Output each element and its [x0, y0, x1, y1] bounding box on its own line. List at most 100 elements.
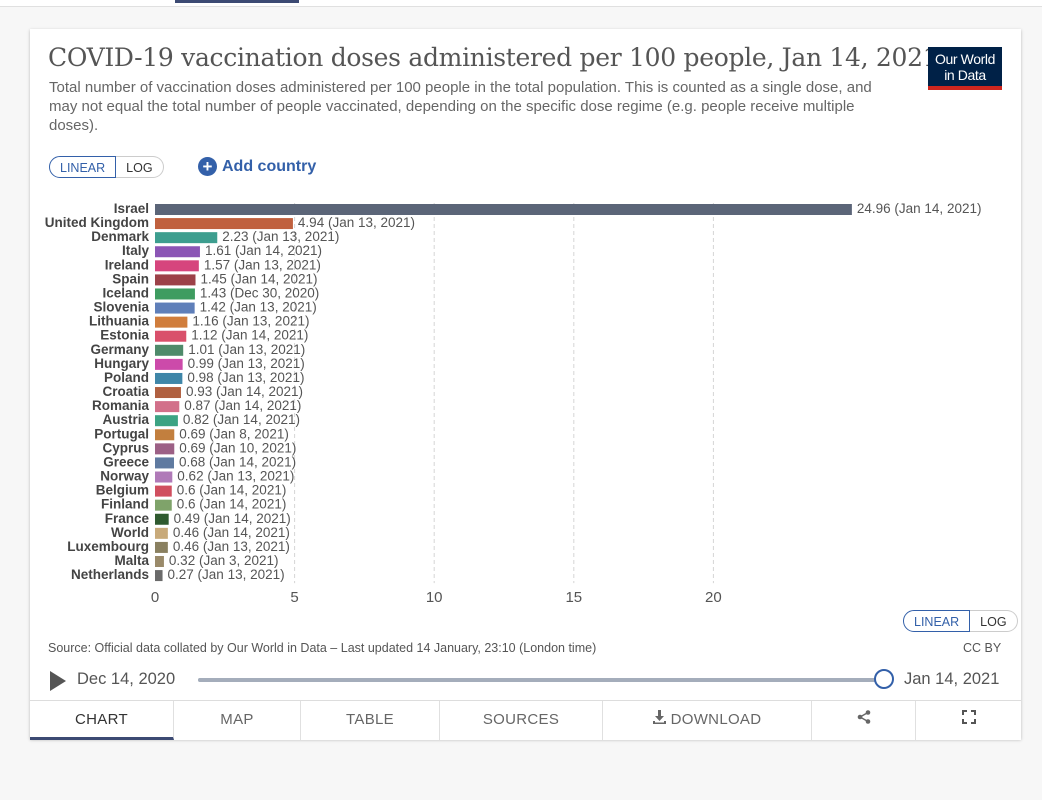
license-link[interactable]: CC BY — [963, 641, 1002, 655]
log-scale-button[interactable]: LOG — [116, 156, 164, 178]
value-label: 0.69 (Jan 8, 2021) — [179, 426, 289, 441]
chart-card: COVID-19 vaccination doses administered … — [30, 29, 1021, 740]
bar — [155, 288, 195, 300]
category-label: Finland — [101, 497, 149, 512]
value-label: 0.32 (Jan 3, 2021) — [169, 553, 279, 568]
bar — [155, 232, 218, 244]
category-label: Portugal — [94, 426, 149, 441]
value-label: 1.16 (Jan 13, 2021) — [192, 314, 309, 329]
category-label: Germany — [90, 342, 149, 357]
bar — [155, 246, 200, 258]
value-label: 0.68 (Jan 14, 2021) — [179, 454, 296, 469]
tab-map-label: MAP — [220, 711, 254, 728]
tab-map[interactable]: MAP — [174, 701, 301, 740]
scale-toggle-bottom: LINEAR LOG — [903, 610, 1018, 632]
bar — [155, 499, 172, 511]
top-strip — [0, 0, 1042, 7]
category-label: Lithuania — [89, 314, 149, 329]
category-label: Iceland — [102, 285, 149, 300]
value-label: 0.27 (Jan 13, 2021) — [168, 567, 285, 582]
category-label: World — [111, 525, 149, 540]
bar — [155, 556, 164, 567]
value-label: 1.12 (Jan 14, 2021) — [191, 328, 308, 343]
bar — [155, 316, 188, 328]
category-label: Norway — [100, 469, 149, 484]
tab-fullscreen[interactable] — [916, 701, 1021, 740]
share-icon — [857, 710, 871, 728]
bar — [155, 358, 183, 370]
category-label: Ireland — [105, 257, 149, 272]
timeline-track[interactable] — [198, 678, 884, 682]
download-icon — [652, 701, 666, 739]
bar — [155, 570, 163, 582]
tab-table-label: TABLE — [346, 711, 394, 728]
tab-download[interactable]: DOWNLOAD — [603, 701, 812, 740]
bar — [155, 372, 183, 384]
tab-download-label: DOWNLOAD — [670, 711, 762, 728]
linear-scale-button-bottom[interactable]: LINEAR — [903, 610, 971, 632]
category-label: United Kingdom — [45, 215, 149, 230]
category-label: Luxembourg — [67, 539, 149, 554]
bar — [155, 457, 174, 469]
linear-scale-button[interactable]: LINEAR — [49, 156, 117, 178]
bar-chart: 0 5 10 15 20 Israel 24.96 (Jan 14, 2021) United… — [45, 201, 982, 606]
tab-share[interactable] — [812, 701, 916, 740]
bar — [155, 302, 195, 314]
owid-logo[interactable]: Our World in Data — [928, 47, 1002, 90]
bar — [155, 274, 196, 286]
value-label: 0.6 (Jan 14, 2021) — [177, 483, 287, 498]
value-label: 1.43 (Dec 30, 2020) — [200, 285, 319, 300]
timeline-end-date: Jan 14, 2021 — [904, 670, 1000, 688]
category-label: France — [105, 511, 150, 526]
value-label: 0.87 (Jan 14, 2021) — [184, 398, 301, 413]
tab-chart[interactable]: CHART — [30, 701, 174, 740]
category-label: Netherlands — [71, 567, 149, 582]
logo-line-1: Our World — [935, 51, 995, 67]
bar — [155, 387, 181, 399]
value-label: 2.23 (Jan 13, 2021) — [222, 229, 339, 244]
value-label: 0.49 (Jan 14, 2021) — [174, 511, 291, 526]
timeline-handle[interactable] — [874, 669, 894, 689]
add-country-label: Add country — [222, 157, 317, 175]
bar — [155, 204, 852, 215]
log-scale-button-bottom[interactable]: LOG — [970, 610, 1018, 632]
bar — [155, 260, 199, 272]
value-label: 0.99 (Jan 13, 2021) — [188, 356, 305, 371]
category-label: Denmark — [91, 229, 149, 244]
category-label: Israel — [114, 201, 149, 216]
value-label: 0.69 (Jan 10, 2021) — [179, 440, 296, 455]
fullscreen-icon — [961, 710, 976, 728]
bar — [155, 401, 180, 413]
tab-sources[interactable]: SOURCES — [440, 701, 603, 740]
scale-toggle-top: LINEAR LOG — [49, 156, 164, 178]
value-label: 0.98 (Jan 13, 2021) — [187, 370, 304, 385]
tab-sources-label: SOURCES — [482, 711, 560, 728]
chart-subtitle: Total number of vaccination doses admini… — [49, 79, 872, 134]
bar — [155, 485, 172, 497]
category-label: Estonia — [100, 328, 149, 343]
bar — [155, 443, 175, 455]
tab-table[interactable]: TABLE — [301, 701, 440, 740]
category-label: Greece — [103, 454, 149, 469]
category-label: Malta — [114, 553, 149, 568]
plus-circle-icon: + — [198, 157, 217, 176]
bar — [155, 429, 175, 441]
bar — [155, 330, 187, 342]
value-label: 1.57 (Jan 13, 2021) — [204, 257, 321, 272]
tab-bar: CHART MAP TABLE SOURCES DOWNLOAD — [30, 700, 1021, 740]
logo-line-2: in Data — [944, 67, 986, 83]
add-country-button[interactable]: + Add country — [198, 157, 316, 176]
play-icon[interactable] — [50, 671, 66, 691]
source-note: Source: Official data collated by Our Wo… — [48, 641, 597, 655]
category-label: Spain — [112, 271, 149, 286]
category-label: Romania — [92, 398, 150, 413]
value-label: 24.96 (Jan 14, 2021) — [857, 201, 982, 216]
x-tick-label: 10 — [426, 589, 443, 606]
category-label: Poland — [104, 370, 149, 385]
category-label: Belgium — [96, 483, 149, 498]
x-tick-label: 20 — [705, 589, 722, 606]
bar — [155, 218, 293, 230]
bar — [155, 344, 184, 356]
category-label: Cyprus — [102, 440, 149, 455]
value-label: 0.6 (Jan 14, 2021) — [177, 497, 287, 512]
